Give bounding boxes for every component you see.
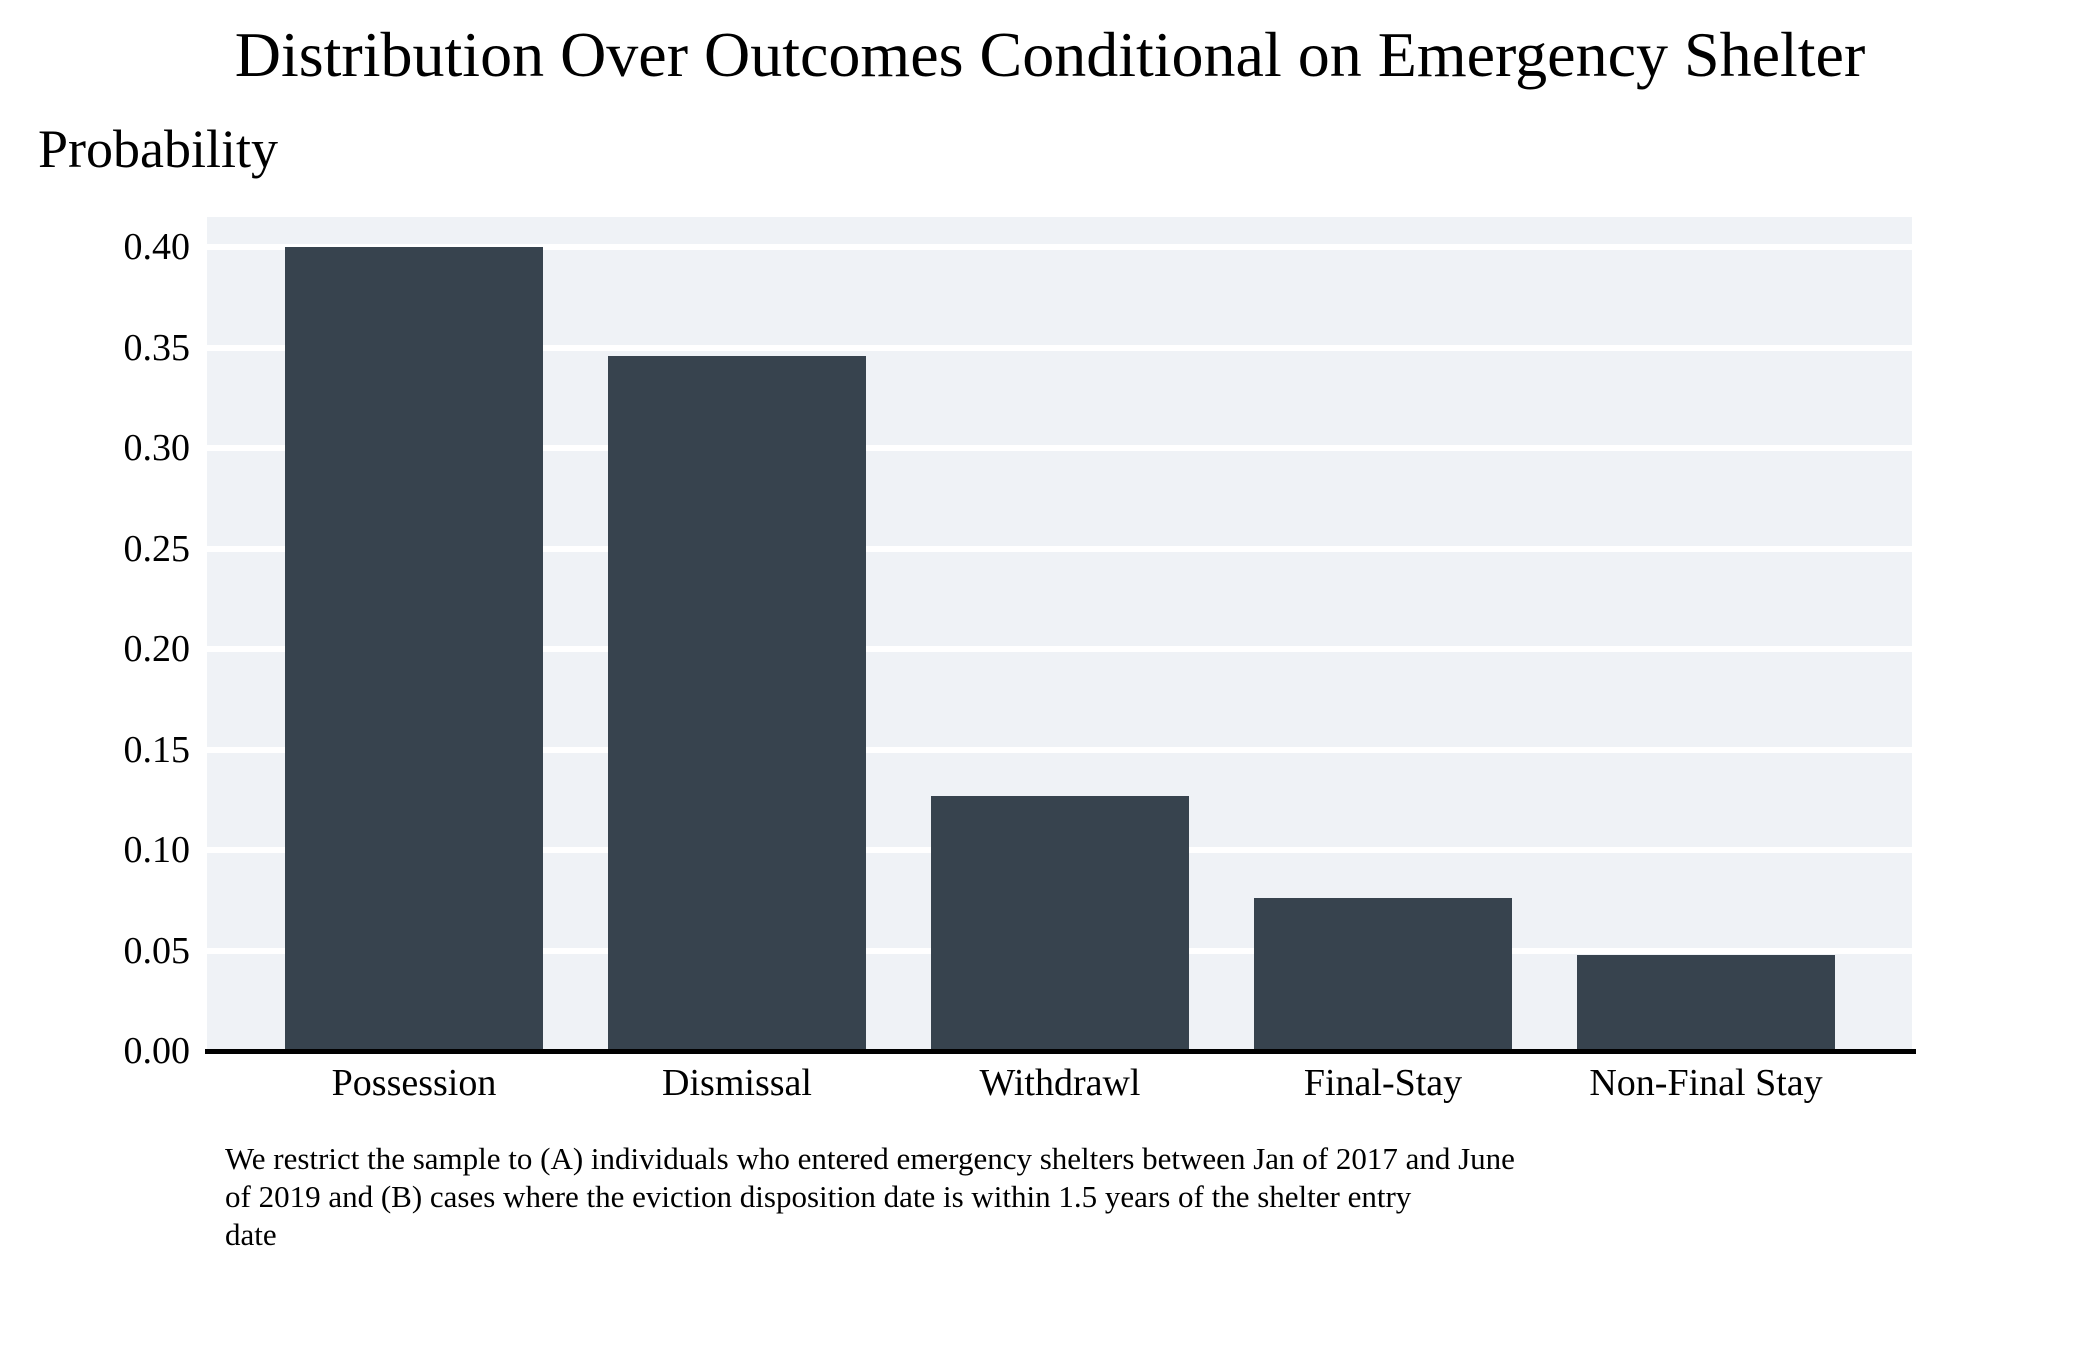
y-tick-label: 0.10 xyxy=(123,829,191,872)
bar xyxy=(608,355,866,1051)
gridline xyxy=(207,445,1912,452)
y-tick-label: 0.40 xyxy=(123,226,191,269)
y-tick-label: 0.05 xyxy=(123,929,191,972)
gridline xyxy=(207,646,1912,653)
caption-line: We restrict the sample to (A) individual… xyxy=(225,1141,1515,1176)
y-tick-label: 0.15 xyxy=(123,728,191,771)
bar xyxy=(1577,954,1835,1051)
x-category-label: Dismissal xyxy=(662,1062,812,1104)
y-tick-label: 0.20 xyxy=(123,628,191,671)
plot-area xyxy=(207,217,1912,1051)
y-tick-label: 0.00 xyxy=(123,1030,191,1072)
y-tick-label: 0.25 xyxy=(123,527,191,570)
caption-line: date xyxy=(225,1217,277,1252)
y-tick-label: 0.30 xyxy=(123,427,191,470)
bar xyxy=(931,795,1189,1051)
gridline xyxy=(207,244,1912,251)
bar xyxy=(285,247,543,1051)
x-category-label: Non-Final Stay xyxy=(1589,1062,1823,1104)
gridline xyxy=(207,545,1912,552)
y-tick-label: 0.35 xyxy=(123,326,191,369)
chart-title: Distribution Over Outcomes Conditional o… xyxy=(234,19,1866,90)
x-category-label: Final-Stay xyxy=(1303,1062,1463,1104)
caption-line: of 2019 and (B) cases where the eviction… xyxy=(225,1179,1412,1214)
gridline xyxy=(207,746,1912,753)
y-axis-label: Probability xyxy=(38,119,278,179)
gridline xyxy=(207,344,1912,351)
bar xyxy=(1254,898,1512,1051)
x-category-label: Possession xyxy=(331,1062,497,1104)
x-axis-line xyxy=(205,1049,1916,1054)
x-category-label: Withdrawl xyxy=(979,1062,1141,1104)
caption: We restrict the sample to (A) individual… xyxy=(225,1140,2045,1254)
